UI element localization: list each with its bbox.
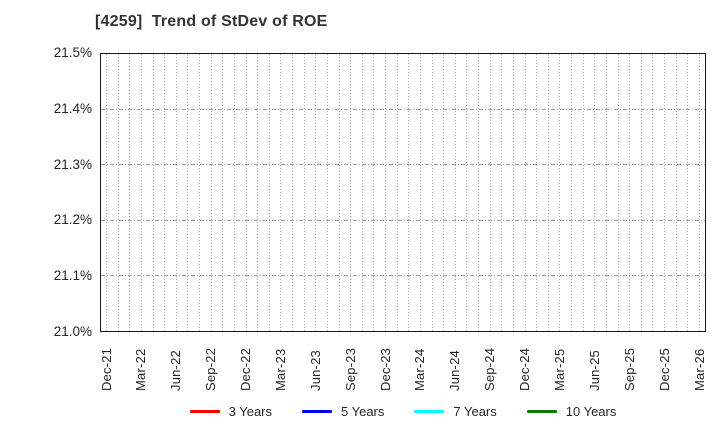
v-gridline — [454, 54, 456, 331]
v-gridline — [210, 54, 212, 331]
v-gridline — [419, 54, 421, 331]
v-gridline — [396, 54, 398, 331]
legend-line-swatch — [189, 409, 220, 413]
chart-title: [4259] Trend of StDev of ROE — [95, 13, 328, 30]
legend-line-swatch — [414, 409, 445, 413]
x-tick-label: Sep-25 — [621, 347, 637, 391]
v-gridline — [222, 54, 224, 331]
legend: 3 Years 5 Years 7 Years 10 Years — [100, 402, 706, 420]
v-gridline — [687, 54, 689, 331]
v-gridline — [605, 54, 607, 331]
v-gridline — [117, 54, 119, 331]
x-tick-label: Jun-23 — [307, 350, 323, 391]
v-gridline — [245, 54, 247, 331]
v-gridline — [512, 54, 514, 331]
y-tick-label: 21.4% — [53, 100, 92, 116]
v-gridline — [152, 54, 154, 331]
y-tick-label: 21.1% — [53, 268, 92, 284]
h-gridline — [101, 109, 705, 111]
legend-item-10-years: 10 Years — [526, 403, 617, 419]
legend-item-7-years: 7 Years — [414, 403, 497, 419]
v-gridline — [675, 54, 677, 331]
v-gridline — [326, 54, 328, 331]
y-tick-label: 21.3% — [53, 156, 92, 172]
x-tick-label: Dec-22 — [238, 347, 254, 391]
h-gridline — [101, 219, 705, 221]
v-gridline — [164, 54, 166, 331]
v-gridline — [571, 54, 573, 331]
v-gridline — [559, 54, 561, 331]
v-gridline — [106, 54, 107, 331]
v-gridline — [233, 54, 235, 331]
x-tick-label: Dec-21 — [98, 347, 114, 391]
plot-area — [100, 53, 706, 332]
v-gridline — [408, 54, 410, 331]
x-tick-label: Sep-24 — [482, 347, 498, 391]
x-tick-label: Sep-22 — [203, 347, 219, 391]
v-gridline — [280, 54, 282, 331]
h-gridline — [101, 164, 705, 166]
x-tick-label: Dec-25 — [656, 347, 672, 391]
legend-item-5-years: 5 Years — [302, 404, 384, 419]
x-tick-label: Mar-24 — [412, 348, 428, 391]
y-tick-label: 21.0% — [53, 324, 92, 339]
v-gridline — [594, 54, 596, 331]
v-gridline — [350, 54, 352, 331]
legend-item-label: 5 Years — [341, 403, 385, 419]
x-tick-label: Mar-26 — [691, 348, 707, 391]
v-gridline — [478, 54, 480, 331]
v-gridline — [443, 54, 445, 331]
v-gridline — [292, 54, 294, 331]
v-gridline — [489, 54, 491, 331]
legend-line-swatch — [302, 409, 332, 413]
x-tick-label: Mar-25 — [551, 348, 567, 391]
v-gridline — [466, 54, 468, 331]
legend-item-label: 10 Years — [565, 403, 617, 419]
y-tick-label: 21.2% — [53, 212, 92, 228]
x-tick-label: Jun-24 — [447, 350, 463, 391]
v-gridline — [524, 54, 526, 331]
legend-line-swatch — [526, 409, 557, 413]
v-gridline — [315, 54, 317, 331]
v-gridline — [664, 54, 666, 331]
v-gridline — [501, 54, 503, 331]
y-tick-label: 21.5% — [53, 45, 92, 60]
h-gridline — [101, 274, 705, 276]
x-tick-label: Jun-22 — [168, 350, 184, 391]
v-gridline — [361, 54, 363, 331]
v-gridline — [373, 54, 375, 331]
v-gridline — [629, 54, 631, 331]
x-tick-label: Mar-22 — [133, 348, 149, 391]
v-gridline — [582, 54, 584, 331]
v-gridline — [385, 54, 387, 331]
v-gridline — [129, 54, 131, 331]
v-gridline — [640, 54, 642, 331]
legend-item-3-years: 3 Years — [189, 403, 272, 419]
v-gridline — [199, 54, 201, 331]
x-tick-label: Mar-23 — [272, 348, 288, 391]
v-gridline — [699, 54, 700, 331]
v-gridline — [140, 54, 142, 331]
x-tick-label: Dec-24 — [517, 347, 533, 391]
legend-item-label: 3 Years — [228, 403, 272, 419]
v-gridline — [547, 54, 549, 331]
v-gridline — [536, 54, 538, 331]
v-gridline — [257, 54, 259, 331]
v-gridline — [187, 54, 189, 331]
v-gridline — [303, 54, 305, 331]
v-gridline — [652, 54, 654, 331]
v-gridline — [175, 54, 177, 331]
v-gridline — [268, 54, 270, 331]
v-gridline — [338, 54, 340, 331]
v-gridline — [431, 54, 433, 331]
x-tick-label: Sep-23 — [342, 347, 358, 391]
x-tick-label: Jun-25 — [586, 350, 602, 391]
v-gridline — [617, 54, 619, 331]
legend-item-label: 7 Years — [453, 403, 497, 419]
x-tick-label: Dec-23 — [377, 347, 393, 391]
